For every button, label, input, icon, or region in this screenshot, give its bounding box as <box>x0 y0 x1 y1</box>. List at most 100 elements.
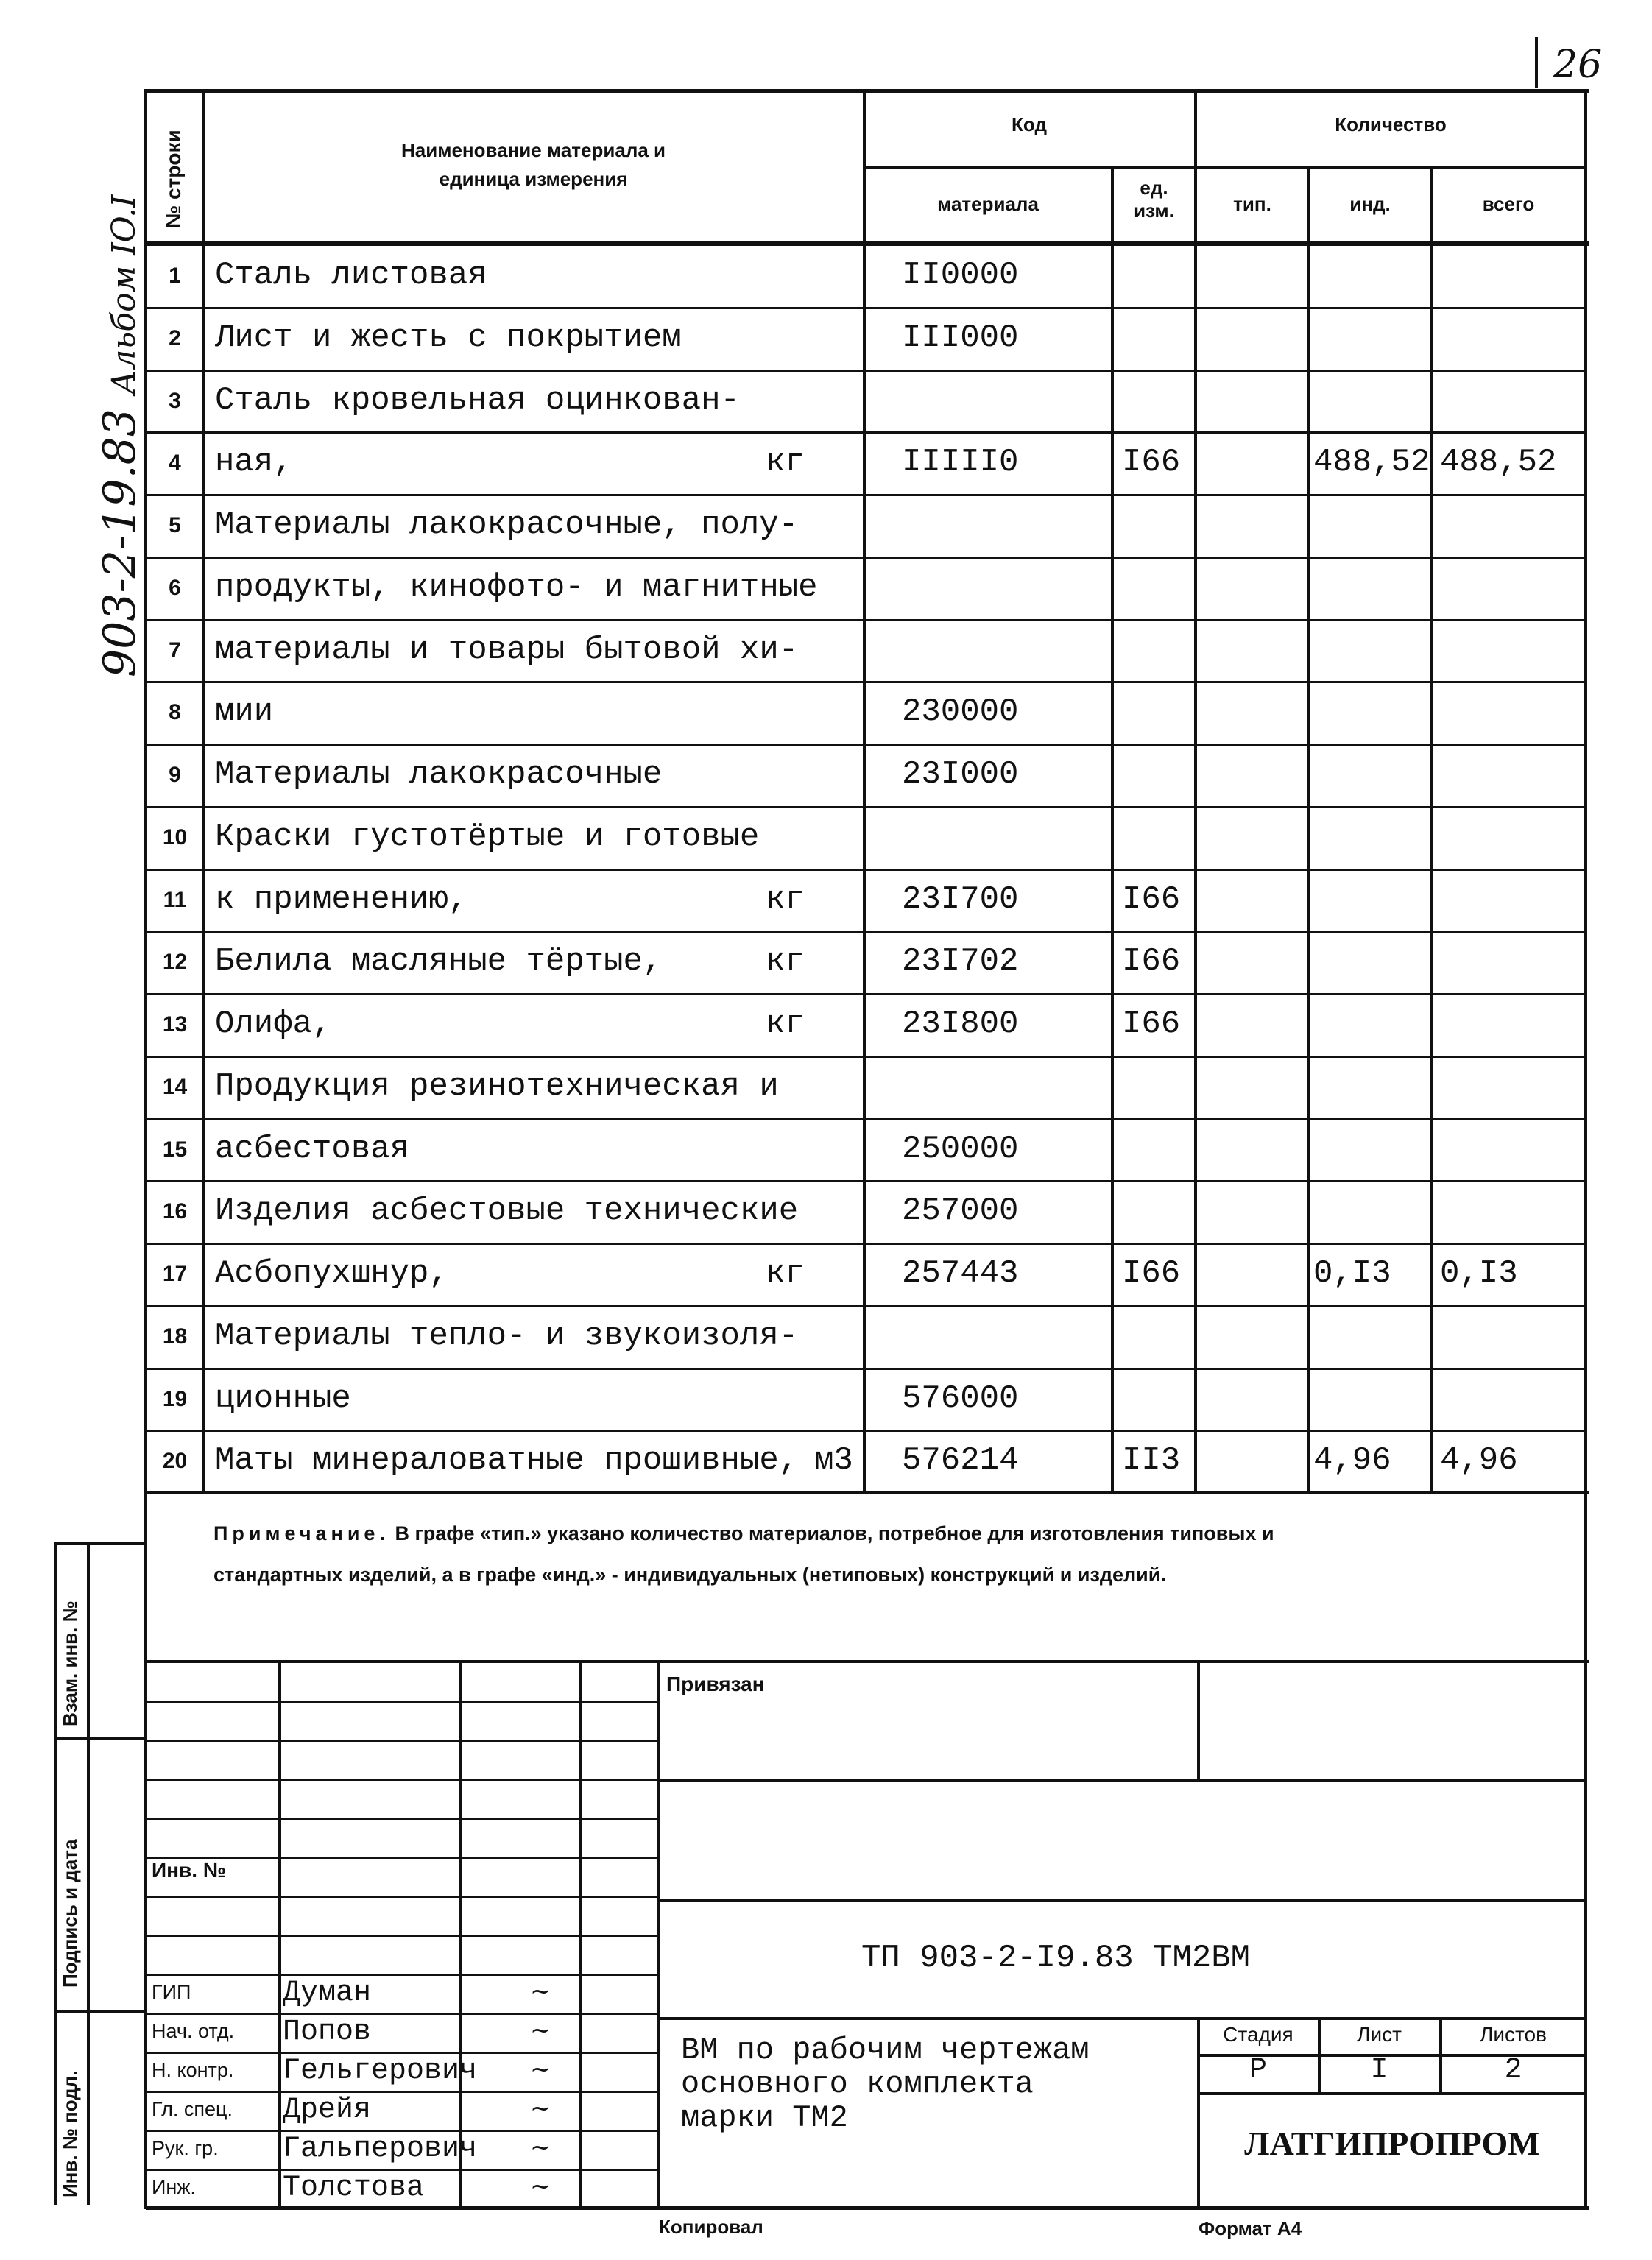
table-border <box>1111 166 1114 1492</box>
signature-scribble-icon: ~ <box>530 2055 551 2084</box>
row-number: 13 <box>162 1012 188 1037</box>
material-code: 257000 <box>902 1193 1019 1230</box>
material-code: 250000 <box>902 1130 1019 1168</box>
stamp-divider <box>146 1896 659 1898</box>
signatory-role: Нач. отд. <box>152 2020 235 2042</box>
unit-code: I66 <box>1122 943 1181 981</box>
document-title: ВМ по рабочим чертежам основного комплект… <box>681 2033 1090 2135</box>
header-code-unit: ед. изм. <box>1134 177 1174 222</box>
header-name: Наименование материала и единица измерен… <box>400 139 666 190</box>
note: Примечание. В графе «тип.» указано колич… <box>213 1513 1318 1595</box>
material-name: Краски густотёртые и готовые <box>215 818 760 855</box>
signatory-role: Рук. гр. <box>152 2137 219 2159</box>
signatory-role: Гл. спец. <box>152 2098 233 2120</box>
signatory-role: Инж. <box>152 2176 196 2198</box>
table-border <box>1584 89 1587 2209</box>
signature-scribble-icon: ~ <box>530 2094 551 2123</box>
material-name: Материалы тепло- и звукоизоля- <box>215 1317 799 1355</box>
note-divider <box>146 1660 1589 1663</box>
row-number: 17 <box>162 1262 188 1286</box>
row-divider <box>146 681 1586 684</box>
stamp-divider <box>146 1935 659 1937</box>
row-divider <box>146 993 1586 995</box>
stamp-divider <box>146 1779 659 1781</box>
row-divider <box>146 618 1586 621</box>
table-border <box>863 89 866 1492</box>
row-number: 16 <box>162 1199 188 1224</box>
unit-label: кг <box>766 1255 805 1292</box>
header-code-material: материала <box>937 193 1039 215</box>
material-code: IIIII0 <box>902 444 1019 481</box>
signatory-name: Гельгерович <box>283 2055 478 2088</box>
material-name: Маты минераловатные прошивные, <box>215 1442 799 1480</box>
material-name: Асбопухшнур, <box>215 1255 448 1292</box>
stamp-divider <box>146 1701 659 1703</box>
signatory-role: Н. контр. <box>152 2059 234 2081</box>
document-title-line: марки ТМ2 <box>681 2100 848 2136</box>
row-number: 1 <box>169 264 181 288</box>
page-number: 26 <box>1553 43 1603 87</box>
row-number: 10 <box>162 824 188 850</box>
stage-label: Стадия <box>1223 2023 1293 2046</box>
unit-code: I66 <box>1122 880 1181 918</box>
table-border <box>144 89 147 2209</box>
table-border <box>146 241 1589 246</box>
unit-code: I66 <box>1122 444 1181 481</box>
row-number: 2 <box>169 325 181 350</box>
note-label: Примечание. <box>213 1522 389 1544</box>
unit-code: I66 <box>1122 1006 1181 1042</box>
sheet-label: Лист <box>1357 2023 1402 2046</box>
signatory-name: Думан <box>283 1977 372 2010</box>
privyazan-label: Привязан <box>666 1673 765 1695</box>
signatory-name: Гальперович <box>283 2133 478 2166</box>
material-name: Материалы лакокрасочные <box>215 756 663 793</box>
table-border <box>146 1491 1589 1494</box>
document-title-line: основного комплекта <box>681 2066 1034 2102</box>
row-divider <box>146 805 1586 808</box>
stamp-border <box>1197 2017 1200 2208</box>
material-name: ционные <box>215 1380 351 1417</box>
row-divider <box>146 1243 1586 1245</box>
row-number: 3 <box>169 388 181 413</box>
row-number: 4 <box>169 451 181 476</box>
material-name: Сталь кровельная оцинкован- <box>215 381 740 419</box>
stamp-divider <box>146 1974 659 1976</box>
row-divider <box>146 868 1586 871</box>
album-code-text: 903-2-19.83 <box>94 408 146 677</box>
material-name: Изделия асбестовые технические <box>215 1193 799 1230</box>
table-border <box>1194 89 1197 1492</box>
material-name: асбестовая <box>215 1130 410 1168</box>
album-code: 903-2-19.83 Альбом IO.I <box>94 195 146 677</box>
material-name: ная, <box>215 444 293 481</box>
material-name: Продукция резинотехническая и <box>215 1067 779 1105</box>
qty-total: 4,96 <box>1440 1442 1518 1480</box>
row-divider <box>146 1055 1586 1058</box>
row-number: 8 <box>169 700 181 725</box>
stamp-border <box>657 1662 660 2206</box>
material-code: 257443 <box>902 1255 1019 1292</box>
unit-label: м3 <box>814 1442 853 1480</box>
material-name: Белила масляные тёртые, <box>215 943 663 981</box>
signatory-name: Толстова <box>283 2172 425 2205</box>
stamp-border <box>1197 1662 1200 1779</box>
row-divider <box>146 1430 1586 1433</box>
row-number: 5 <box>169 513 181 537</box>
material-name: Материалы лакокрасочные, полу- <box>215 506 799 543</box>
signature-scribble-icon: ~ <box>530 2172 551 2201</box>
margin-line <box>87 1542 90 2205</box>
sheets-value: 2 <box>1504 2054 1522 2087</box>
material-code: 23I702 <box>902 943 1019 981</box>
row-divider <box>146 494 1586 496</box>
qty-total: 0,I3 <box>1440 1255 1518 1292</box>
material-name: Сталь листовая <box>215 257 487 294</box>
row-number: 12 <box>162 950 188 975</box>
row-number: 14 <box>162 1074 188 1099</box>
row-divider <box>146 431 1586 434</box>
qty-ind: 4,96 <box>1313 1442 1391 1480</box>
stamp-divider <box>146 2052 659 2054</box>
row-number: 15 <box>162 1137 188 1162</box>
row-divider <box>146 306 1586 309</box>
stage-value: Р <box>1249 2054 1267 2087</box>
margin-line <box>54 2010 146 2013</box>
margin-label-inv-podl: Инв. № подл. <box>59 2070 81 2197</box>
